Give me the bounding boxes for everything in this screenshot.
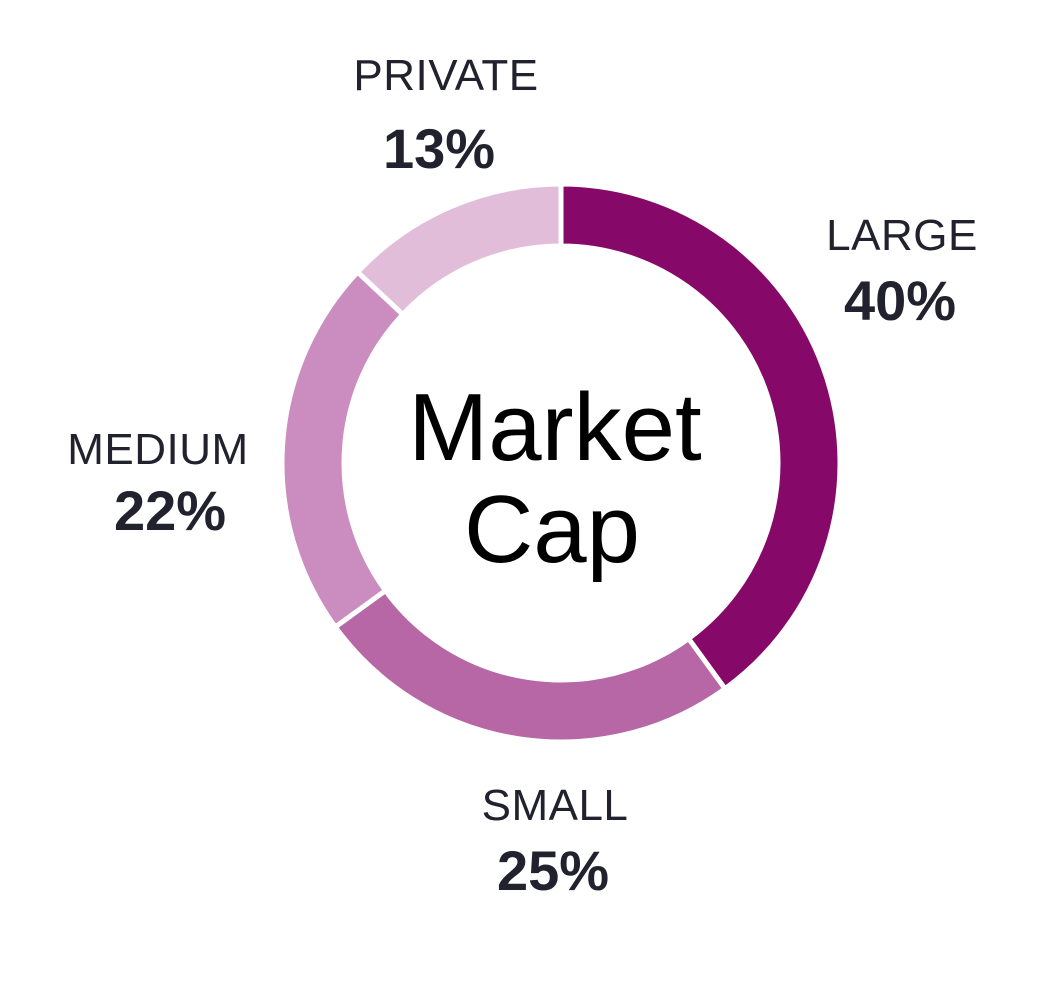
slice-label-small: SMALL [482,781,629,830]
slice-value-large: 40% [844,269,956,332]
donut-slice-private [354,181,564,318]
donut-slice-large [558,181,843,693]
slice-value-small: 25% [497,839,609,902]
slice-label-medium: MEDIUM [67,425,248,474]
slice-value-medium: 22% [114,479,226,542]
slice-label-private: PRIVATE [353,51,538,100]
donut-slice-small [331,587,729,745]
donut-slices [279,181,843,745]
slice-value-private: 13% [383,117,495,180]
donut-slice-medium [279,268,407,631]
center-label-line-2: Cap [464,476,640,583]
center-label-line-1: Market [408,374,701,481]
slice-label-large: LARGE [826,211,978,260]
